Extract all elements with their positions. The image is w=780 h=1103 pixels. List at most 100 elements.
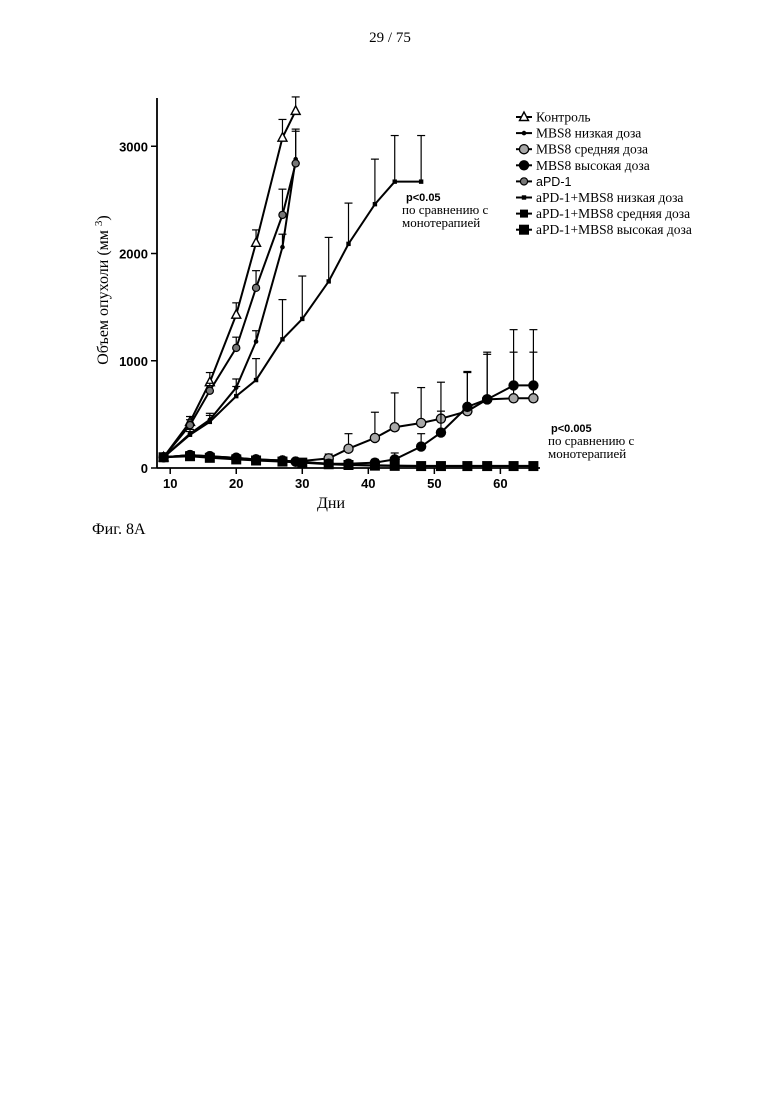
data-point: [373, 202, 377, 206]
data-point: [208, 420, 212, 424]
x-tick-label: 10: [163, 476, 177, 491]
legend-marker: [519, 145, 528, 154]
x-tick-label: 60: [493, 476, 507, 491]
y-tick-label: 1000: [119, 354, 148, 369]
data-point: [278, 133, 287, 142]
data-point: [292, 160, 299, 167]
data-point: [436, 461, 446, 471]
data-point: [393, 179, 397, 183]
annotation-line-2: монотерапией: [402, 215, 480, 230]
data-point: [252, 238, 261, 247]
legend-marker: [519, 160, 529, 170]
legend-entry-6: aPD-1+MBS8 низкая доза: [516, 190, 683, 205]
series-line: [164, 111, 296, 457]
series-line: [164, 159, 296, 457]
data-point: [528, 461, 538, 471]
data-point: [252, 284, 259, 291]
data-point: [344, 460, 354, 470]
data-point: [234, 394, 238, 398]
data-point: [324, 459, 334, 469]
legend-label: aPD-1+MBS8 средняя доза: [536, 206, 690, 221]
data-point: [297, 458, 307, 468]
data-point: [482, 461, 492, 471]
y-tick-label: 2000: [119, 247, 148, 262]
x-tick-label: 40: [361, 476, 375, 491]
data-point: [254, 339, 259, 344]
annotation-line-2: монотерапией: [548, 446, 626, 461]
data-point: [344, 444, 353, 453]
data-point: [482, 394, 492, 404]
series-line: [164, 163, 296, 457]
legend-marker: [522, 131, 527, 136]
data-point: [277, 457, 287, 467]
data-point: [417, 418, 426, 427]
series-5: [160, 131, 300, 461]
legend-label: MBS8 высокая доза: [536, 158, 650, 173]
figure-caption: Фиг. 8A: [92, 521, 146, 539]
data-point: [419, 179, 423, 183]
data-point: [416, 461, 426, 471]
data-point: [390, 461, 400, 471]
legend-marker: [520, 178, 527, 185]
data-point: [436, 427, 446, 437]
data-point: [231, 454, 241, 464]
series-line: [164, 182, 422, 458]
data-point: [509, 461, 519, 471]
legend-entry-4: MBS8 высокая доза: [516, 158, 650, 173]
data-point: [205, 453, 215, 463]
x-tick-label: 30: [295, 476, 309, 491]
legend-entry-1: Контроль: [516, 110, 591, 125]
series-6: [161, 136, 425, 460]
legend-label: aPD-1+MBS8 низкая доза: [536, 190, 683, 205]
annotation-1: p<0.05по сравнению смонотерапией: [402, 192, 488, 230]
data-point: [326, 279, 330, 283]
data-point: [232, 310, 241, 319]
legend-entry-2: MBS8 низкая доза: [516, 126, 641, 141]
legend-marker: [519, 225, 529, 235]
data-point: [300, 317, 304, 321]
legend-entry-3: MBS8 средняя доза: [516, 142, 648, 157]
data-point: [254, 378, 258, 382]
data-point: [509, 394, 518, 403]
data-point: [346, 242, 350, 246]
x-tick-label: 50: [427, 476, 441, 491]
data-point: [159, 452, 169, 462]
y-tick-label: 3000: [119, 139, 148, 154]
legend-label: Контроль: [536, 110, 591, 125]
series-2: [161, 129, 299, 459]
y-axis-title: Объем опухоли (мм 3): [93, 215, 112, 365]
legend-label: aPD-1+MBS8 высокая доза: [536, 222, 692, 237]
data-point: [188, 433, 192, 437]
data-point: [185, 451, 195, 461]
data-point: [279, 211, 286, 218]
data-point: [186, 422, 193, 429]
series-1: [159, 97, 300, 461]
legend-label: aPD-1: [536, 175, 571, 189]
legend-marker: [522, 195, 526, 199]
data-point: [280, 337, 284, 341]
legend-label: MBS8 средняя доза: [536, 142, 648, 157]
data-point: [390, 423, 399, 432]
legend-marker: [520, 210, 528, 218]
y-tick-label: 0: [141, 461, 148, 476]
data-point: [233, 344, 240, 351]
data-point: [291, 106, 300, 115]
data-point: [206, 387, 213, 394]
legend-label: MBS8 низкая доза: [536, 126, 641, 141]
data-point: [529, 394, 538, 403]
legend-entry-8: aPD-1+MBS8 высокая доза: [516, 222, 692, 237]
data-point: [462, 461, 472, 471]
data-point: [508, 380, 518, 390]
data-point: [416, 441, 426, 451]
data-point: [280, 245, 285, 250]
x-tick-label: 20: [229, 476, 243, 491]
x-axis-title: Дни: [317, 495, 345, 512]
legend-entry-7: aPD-1+MBS8 средняя доза: [516, 206, 690, 221]
data-point: [370, 433, 379, 442]
data-point: [370, 461, 380, 471]
data-point: [528, 380, 538, 390]
tumor-volume-chart: 10 20 30 40 50 60 0 1000 2000 3000 Дни Объем опухол…: [0, 0, 780, 520]
annotation-2: p<0.005по сравнению смонотерапией: [548, 423, 634, 461]
data-point: [462, 402, 472, 412]
legend-entry-5: aPD-1: [516, 175, 571, 189]
